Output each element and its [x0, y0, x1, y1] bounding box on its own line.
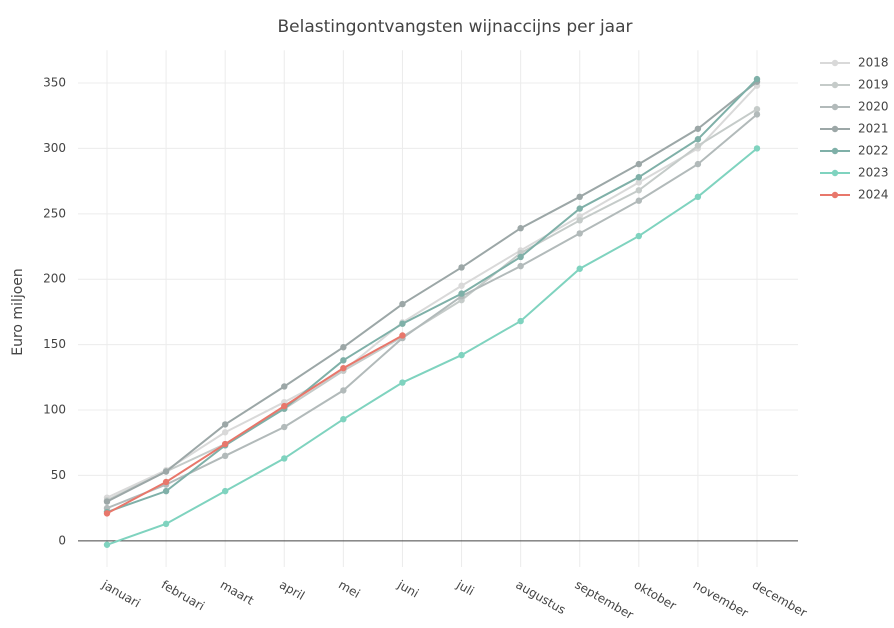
data-point [458, 351, 465, 359]
data-point [753, 105, 761, 113]
legend-label: 2024 [858, 188, 889, 202]
data-point [340, 357, 347, 364]
data-point [399, 300, 406, 308]
legend-label: 2023 [858, 166, 889, 180]
series-line [106, 108, 758, 502]
data-point [221, 452, 229, 460]
data-point [517, 225, 524, 232]
data-point [753, 145, 761, 152]
data-point [576, 205, 583, 212]
y-tick-label: 350 [43, 76, 66, 90]
data-point [340, 344, 347, 351]
data-point [221, 440, 229, 448]
data-point [281, 383, 288, 390]
y-tick-label: 0 [58, 533, 66, 547]
legend-label: 2021 [858, 122, 889, 136]
data-point [635, 179, 643, 186]
series-line [106, 80, 758, 503]
data-point [458, 282, 465, 289]
x-tick-label: april [277, 578, 307, 603]
x-tick-label: oktober [632, 578, 679, 613]
data-point [162, 478, 170, 486]
data-point [576, 193, 583, 201]
data-point [103, 510, 111, 517]
y-tick-label: 300 [43, 141, 66, 155]
data-point [340, 364, 347, 372]
data-point [635, 173, 643, 181]
data-point [635, 232, 643, 240]
data-point [694, 125, 702, 132]
data-point [458, 290, 465, 297]
legend-label: 2022 [858, 144, 889, 158]
x-tick-label: mei [336, 578, 362, 601]
data-point [517, 253, 524, 261]
x-tick-label: december [750, 578, 810, 620]
data-point [753, 111, 761, 118]
y-axis-label: Euro miljoen [10, 268, 26, 356]
series-line [106, 78, 758, 514]
data-point [162, 520, 170, 528]
data-point [281, 402, 288, 410]
x-tick-label: september [572, 578, 635, 623]
legend-marker [831, 191, 839, 199]
data-point [635, 160, 643, 168]
y-tick-label: 150 [43, 337, 66, 351]
data-point [694, 136, 702, 143]
data-point [340, 387, 347, 394]
data-point [399, 379, 406, 386]
data-point [221, 421, 229, 428]
data-point [694, 142, 702, 149]
x-tick-label: november [691, 578, 751, 621]
y-tick-label: 250 [43, 206, 66, 220]
data-point [399, 320, 406, 327]
data-point [103, 498, 111, 505]
data-point [340, 415, 347, 423]
x-tick-label: januari [99, 577, 143, 610]
data-point [458, 264, 465, 271]
data-point [162, 487, 170, 495]
legend-marker [831, 103, 839, 111]
data-point [281, 455, 288, 462]
y-tick-label: 200 [43, 272, 66, 286]
series-line [106, 113, 758, 510]
y-tick-label: 50 [51, 468, 66, 482]
data-point [103, 541, 111, 548]
legend-marker [831, 169, 839, 177]
series-line [106, 334, 403, 515]
data-point [694, 160, 702, 168]
y-tick-label: 100 [43, 403, 66, 417]
legend-label: 2020 [858, 100, 889, 114]
x-tick-label: juli [453, 577, 476, 598]
x-tick-label: maart [218, 578, 256, 608]
data-point [162, 468, 170, 475]
data-point [517, 317, 524, 325]
data-point [221, 429, 229, 436]
data-point [576, 230, 583, 237]
data-point [635, 187, 643, 194]
legend-marker [831, 59, 839, 67]
data-point [694, 193, 702, 201]
x-tick-label: februari [159, 578, 207, 614]
series-line [106, 147, 758, 546]
data-point [281, 423, 288, 431]
legend-marker [831, 147, 839, 155]
legend-marker [831, 125, 839, 133]
data-point [221, 487, 229, 495]
data-point [399, 332, 406, 339]
legend-label: 2019 [858, 78, 889, 92]
legend-marker [831, 81, 839, 89]
data-point [576, 217, 583, 224]
chart-title: Belastingontvangsten wijnaccijns per jaa… [277, 17, 632, 37]
series-line [106, 84, 758, 499]
legend-label: 2018 [858, 56, 889, 70]
x-tick-label: juni [394, 577, 421, 601]
data-point [517, 262, 524, 270]
data-point [635, 197, 643, 204]
data-point [753, 75, 761, 83]
data-point [576, 265, 583, 272]
x-tick-label: augustus [513, 578, 568, 618]
